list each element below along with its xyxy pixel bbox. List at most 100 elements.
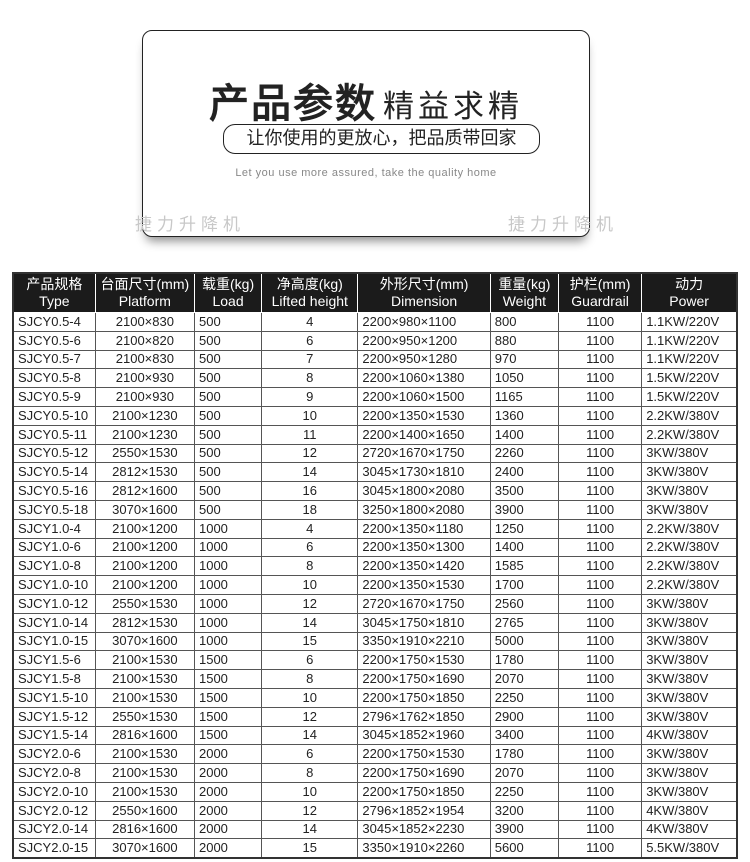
table-cell: 3KW/380V xyxy=(641,706,738,727)
table-cell: 8 xyxy=(261,368,359,389)
table-cell: 7 xyxy=(261,349,359,370)
column-header-en: Weight xyxy=(502,293,547,309)
table-cell: SJCY1.5-10 xyxy=(12,687,96,708)
table-cell: 2250 xyxy=(489,687,559,708)
table-cell: 1.1KW/220V xyxy=(641,330,738,351)
column-header-zh: 载重(kg) xyxy=(202,276,255,292)
table-cell: 2720×1670×1750 xyxy=(357,593,491,614)
table-cell: 2260 xyxy=(489,443,559,464)
column-header-en: Dimension xyxy=(391,293,458,309)
table-cell: 2200×950×1200 xyxy=(357,330,491,351)
table-cell: 2.2KW/380V xyxy=(641,575,738,595)
table-cell: 3045×1852×2230 xyxy=(357,819,491,840)
table-cell: 2720×1670×1750 xyxy=(357,443,491,464)
table-cell: SJCY0.5-7 xyxy=(12,349,96,370)
table-cell: 970 xyxy=(489,349,559,370)
title-bold: 产品参数 xyxy=(209,80,377,127)
table-row: SJCY0.5-10 2100×1230 500 10 2200×1350×1530 13… xyxy=(12,405,738,426)
table-cell: 1100 xyxy=(557,368,643,389)
table-cell: 4 xyxy=(261,518,359,539)
table-cell: 10 xyxy=(261,405,359,426)
table-cell: 3KW/380V xyxy=(641,763,738,783)
table-cell: 2796×1762×1850 xyxy=(357,706,491,727)
table-cell: 1100 xyxy=(557,744,643,765)
table-cell: 3070×1600 xyxy=(94,499,195,520)
column-header-zh: 产品规格 xyxy=(26,276,83,292)
table-cell: 1100 xyxy=(557,800,643,821)
spec-table: 产品规格 Type 台面尺寸(mm) Platform 载重(kg) Load 净高度(kg… xyxy=(12,272,738,860)
table-cell: 4KW/380V xyxy=(641,819,738,840)
table-cell: 2000 xyxy=(193,763,263,783)
table-cell: 15 xyxy=(261,631,359,652)
table-cell: 1400 xyxy=(489,424,559,445)
table-cell: 5000 xyxy=(489,631,559,652)
table-cell: 1100 xyxy=(557,499,643,520)
table-cell: 1100 xyxy=(557,838,643,859)
table-row: SJCY1.0-12 2550×1530 1000 12 2720×1670×1750 2… xyxy=(12,593,738,614)
table-cell: 1100 xyxy=(557,462,643,483)
table-header: 产品规格 Type 台面尺寸(mm) Platform 载重(kg) Load 净高度(kg… xyxy=(12,272,738,313)
table-cell: SJCY1.5-12 xyxy=(12,706,96,727)
table-cell: 1100 xyxy=(557,612,643,633)
table-cell: 500 xyxy=(193,330,263,351)
table-row: SJCY0.5-4 2100×830 500 4 2200×980×1100 800 110… xyxy=(12,312,738,332)
table-cell: 4KW/380V xyxy=(641,725,738,746)
table-cell: 3KW/380V xyxy=(641,650,738,671)
table-cell: 500 xyxy=(193,481,263,501)
table-cell: 1100 xyxy=(557,349,643,370)
table-cell: 16 xyxy=(261,481,359,501)
table-cell: 2100×930 xyxy=(94,368,195,389)
table-cell: 3KW/380V xyxy=(641,669,738,689)
table-cell: 10 xyxy=(261,575,359,595)
table-cell: 2100×930 xyxy=(94,387,195,407)
table-cell: 3045×1750×1810 xyxy=(357,612,491,633)
table-cell: 14 xyxy=(261,612,359,633)
table-cell: 1100 xyxy=(557,330,643,351)
table-row: SJCY1.0-15 3070×1600 1000 15 3350×1910×2210 5… xyxy=(12,631,738,652)
table-cell: SJCY0.5-4 xyxy=(12,312,96,332)
table-cell: 1100 xyxy=(557,556,643,577)
table-cell: 1100 xyxy=(557,819,643,840)
table-cell: SJCY2.0-12 xyxy=(12,800,96,821)
table-cell: 18 xyxy=(261,499,359,520)
table-cell: 2200×1750×1530 xyxy=(357,650,491,671)
table-cell: 1100 xyxy=(557,481,643,501)
table-cell: 1.5KW/220V xyxy=(641,368,738,389)
table-cell: 2250 xyxy=(489,781,559,802)
table-cell: 1100 xyxy=(557,405,643,426)
table-cell: 1050 xyxy=(489,368,559,389)
table-cell: 9 xyxy=(261,387,359,407)
title-light: 精益求精 xyxy=(383,89,523,125)
table-row: SJCY2.0-10 2100×1530 2000 10 2200×1750×1850 2… xyxy=(12,781,738,802)
table-cell: SJCY2.0-8 xyxy=(12,763,96,783)
column-header-en: Platform xyxy=(118,293,171,309)
table-cell: 2200×1350×1420 xyxy=(357,556,491,577)
table-cell: 5.5KW/380V xyxy=(641,838,738,859)
table-cell: 2100×1200 xyxy=(94,518,195,539)
table-cell: 1780 xyxy=(489,744,559,765)
table-row: SJCY1.5-8 2100×1530 1500 8 2200×1750×1690 207… xyxy=(12,669,738,689)
table-cell: 3KW/380V xyxy=(641,744,738,765)
table-row: SJCY1.5-6 2100×1530 1500 6 2200×1750×1530 178… xyxy=(12,650,738,671)
table-cell: 2200×1350×1180 xyxy=(357,518,491,539)
column-header: 净高度(kg) Lifted height xyxy=(261,272,359,313)
table-cell: 3350×1910×2260 xyxy=(357,838,491,859)
table-row: SJCY0.5-6 2100×820 500 6 2200×950×1200 880 110… xyxy=(12,330,738,351)
table-cell: 10 xyxy=(261,781,359,802)
table-cell: 6 xyxy=(261,330,359,351)
column-header-en: Type xyxy=(39,293,70,309)
table-cell: 1500 xyxy=(193,669,263,689)
table-cell: 500 xyxy=(193,405,263,426)
table-cell: 1100 xyxy=(557,312,643,332)
table-row: SJCY1.0-10 2100×1200 1000 10 2200×1350×1530 1… xyxy=(12,575,738,595)
table-cell: 2200×1350×1300 xyxy=(357,537,491,558)
table-row: SJCY2.0-12 2550×1600 2000 12 2796×1852×1954 3… xyxy=(12,800,738,821)
table-cell: 3KW/380V xyxy=(641,612,738,633)
table-cell: 2100×1200 xyxy=(94,556,195,577)
column-header: 重量(kg) Weight xyxy=(489,272,559,313)
table-cell: 4 xyxy=(261,312,359,332)
table-cell: 1000 xyxy=(193,518,263,539)
table-cell: SJCY1.5-14 xyxy=(12,725,96,746)
table-cell: 3070×1600 xyxy=(94,631,195,652)
table-cell: 2.2KW/380V xyxy=(641,556,738,577)
